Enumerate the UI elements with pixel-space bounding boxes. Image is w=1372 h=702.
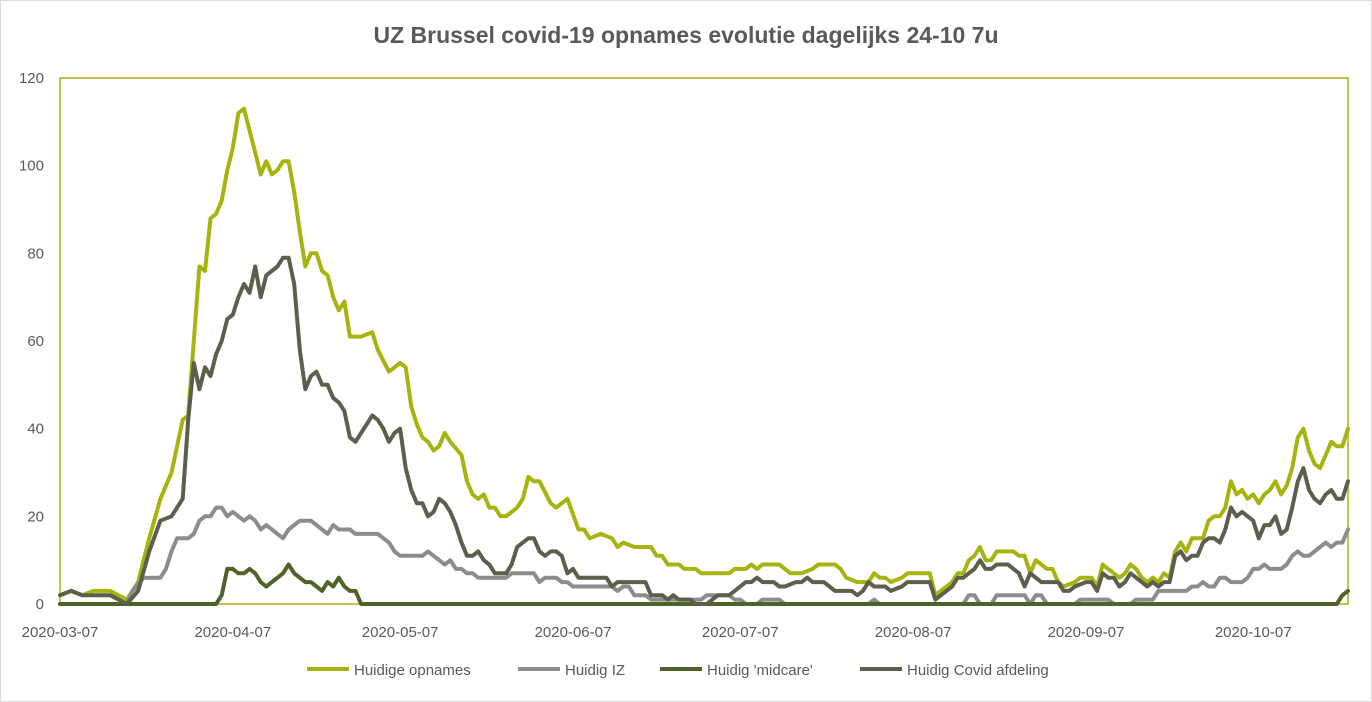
chart-title: UZ Brussel covid-19 opnames evolutie dag… [373, 22, 999, 48]
y-tick-label: 80 [27, 245, 44, 262]
series-line-3 [58, 562, 1350, 606]
legend-label: Huidig 'midcare' [707, 662, 813, 679]
legend-label: Huidig IZ [565, 662, 625, 679]
x-tick-label: 2020-05-07 [362, 624, 439, 641]
y-tick-label: 100 [19, 158, 44, 175]
x-tick-label: 2020-08-07 [875, 624, 952, 641]
legend: Huidige opnames Huidig IZ Huidig 'midcare'… [307, 662, 1049, 679]
y-tick-label: 120 [19, 70, 44, 87]
x-tick-label: 2020-10-07 [1215, 624, 1292, 641]
x-axis: 2020-03-07 2020-04-07 2020-05-07 2020-06-07… [22, 624, 1292, 641]
x-tick-label: 2020-06-07 [535, 624, 612, 641]
plot-area-border [59, 77, 1349, 605]
legend-label: Huidige opnames [354, 662, 471, 679]
y-tick-label: 40 [27, 421, 44, 438]
series-lines [58, 106, 1350, 606]
legend-label: Huidig Covid afdeling [907, 662, 1049, 679]
y-tick-label: 20 [27, 508, 44, 525]
x-tick-label: 2020-07-07 [702, 624, 779, 641]
y-tick-label: 0 [36, 596, 44, 613]
series-line-2 [58, 505, 1350, 606]
y-axis: 0 20 40 60 80 100 120 [19, 70, 44, 613]
series-line-4 [58, 255, 1350, 606]
series-line-1 [58, 106, 1350, 602]
y-tick-label: 60 [27, 333, 44, 350]
x-tick-label: 2020-03-07 [22, 624, 99, 641]
x-tick-label: 2020-09-07 [1048, 624, 1125, 641]
x-tick-label: 2020-04-07 [194, 624, 271, 641]
